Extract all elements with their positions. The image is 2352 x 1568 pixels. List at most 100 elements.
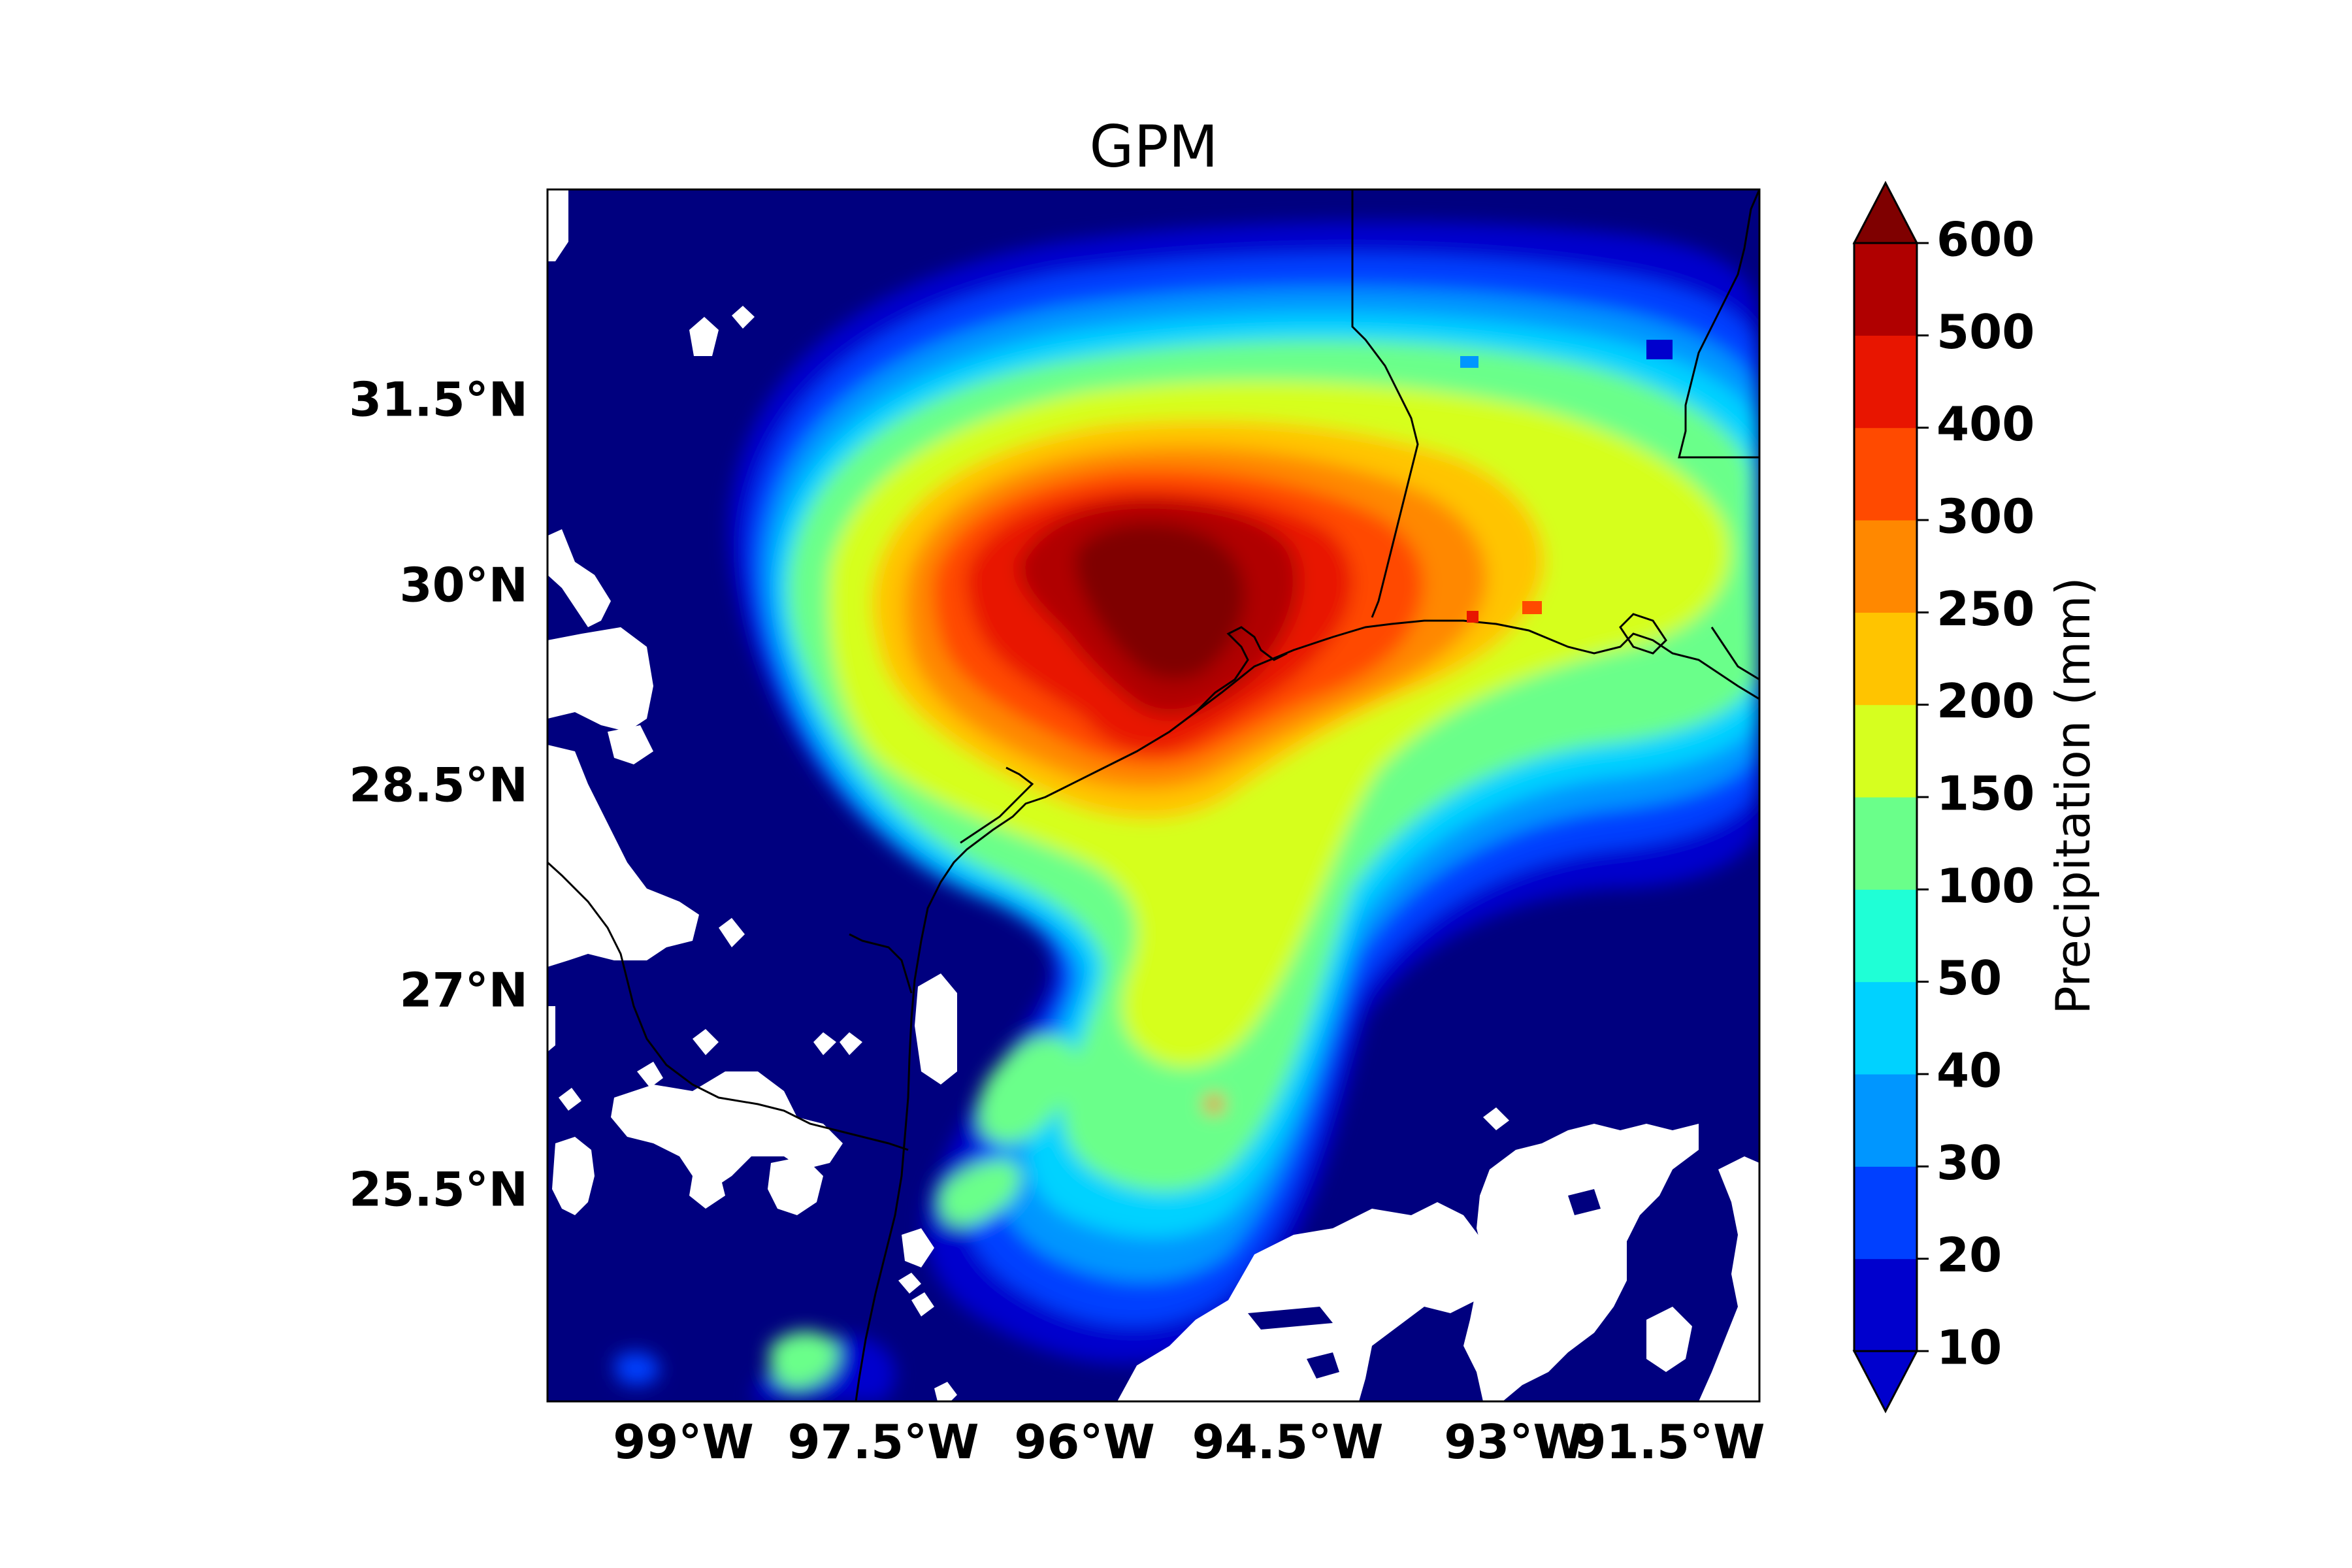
rain-tail-band-a [979, 1036, 1077, 1143]
lon-tick-label-5: 93°W [1444, 1414, 1585, 1469]
colorbar-segment [1854, 1258, 1917, 1352]
colorbar-segment [1854, 427, 1917, 521]
colorbar-segment [1854, 704, 1917, 798]
la-delta-coast [1710, 627, 1759, 681]
missing-patch-w3 [608, 725, 653, 764]
colorbar-tick-label: 500 [1936, 304, 2034, 359]
lon-axis: 99°W 97.5°W 96°W 94.5°W 93°W 91.5°W [613, 1414, 1765, 1469]
missing-patch-se1 [1117, 1202, 1496, 1401]
tx-barrier-inner [960, 766, 1034, 844]
colorbar-label: Precipitation (mm) [2046, 577, 2100, 1014]
speckle-2 [1522, 601, 1542, 614]
missing-patch-s8 [768, 1156, 823, 1215]
lon-tick-label-2: 97.5°W [787, 1414, 979, 1469]
colorbar-segment [1854, 797, 1917, 890]
colorbar-segment [1854, 335, 1917, 429]
colorbar-segment [1854, 889, 1917, 983]
colorbar-tick-label: 100 [1936, 858, 2034, 913]
colorbar-extend-max [1852, 180, 1919, 244]
la-marsh [1619, 613, 1667, 655]
colorbar-tick-label: 400 [1936, 397, 2034, 451]
missing-patch-nw [547, 189, 568, 261]
missing-patch-coast [915, 973, 957, 1085]
missing-hole-3 [1568, 1189, 1601, 1215]
lat-tick-label-4: 27°N [400, 963, 528, 1018]
speckle-4 [1646, 340, 1673, 359]
contour-band-500 [1075, 523, 1245, 680]
precip-field [614, 221, 1759, 1401]
tx-la-border [1351, 189, 1419, 618]
missing-data [547, 189, 1759, 1401]
colorbar-tick-labels: 10 20 30 40 50 100 150 200 250 300 400 500 600 [1936, 212, 2034, 1375]
rain-tail-band-c [769, 1331, 838, 1388]
colorbar-tick-label: 200 [1936, 674, 2034, 728]
missing-patch-w1 [547, 529, 611, 627]
rain-tail-band-b [939, 1160, 1021, 1226]
lat-axis: 31.5°N 30°N 28.5°N 27°N 25.5°N [349, 372, 528, 1217]
colorbar-tick-label: 10 [1936, 1320, 2002, 1375]
colorbar-segment [1854, 243, 1917, 336]
chart-title: GPM [1089, 113, 1218, 180]
colorbar-tick-label: 20 [1936, 1228, 2002, 1282]
coastline [547, 189, 1759, 1401]
colorbar-segment [1854, 1166, 1917, 1260]
map-frame [546, 188, 1761, 1403]
missing-patch-dot2 [732, 306, 755, 329]
laguna-madre [849, 933, 913, 994]
missing-hole-1 [1248, 1307, 1333, 1330]
galveston-bay [1194, 626, 1288, 713]
colorbar-tick-label: 250 [1936, 581, 2034, 636]
lon-tick-label-3: 96°W [1014, 1414, 1155, 1469]
missing-patch-w5 [719, 918, 745, 947]
missing-holes [1248, 1189, 1601, 1379]
missing-patch-se4 [1483, 1107, 1509, 1130]
missing-patch-s4 [637, 1062, 663, 1088]
tx-mx-border [547, 861, 909, 1151]
lon-tick-label-1: 99°W [613, 1414, 754, 1469]
colorbar-extend-min [1852, 1350, 1919, 1414]
speckle-3 [1460, 356, 1478, 368]
colorbar-tick-label: 50 [1936, 951, 2002, 1005]
colorbar [1852, 180, 1929, 1414]
missing-patch-s10 [902, 1228, 934, 1267]
lat-tick-label-3: 28.5°N [349, 758, 528, 813]
colorbar-tick-label: 40 [1936, 1043, 2002, 1098]
rain-spot-sw [614, 1352, 660, 1386]
speckle-1 [1467, 611, 1478, 623]
missing-patch-s3 [840, 1032, 862, 1055]
rain-spot-tail-orange [1205, 1095, 1223, 1113]
lon-tick-label-4: 94.5°W [1192, 1414, 1383, 1469]
lon-tick-label-6: 91.5°W [1573, 1414, 1765, 1469]
missing-patch-w4 [547, 745, 699, 967]
missing-patch-w2 [547, 627, 653, 732]
missing-patch-se3 [1699, 1156, 1759, 1401]
colorbar-segment [1854, 981, 1917, 1075]
lat-tick-label-1: 31.5°N [349, 372, 528, 427]
missing-patch-s9 [552, 1137, 595, 1215]
colorbar-tick-label: 600 [1936, 212, 2034, 267]
missing-patch-se5 [1646, 1307, 1692, 1372]
missing-patch-se2 [1463, 1124, 1699, 1401]
colorbar-tick-label: 150 [1936, 766, 2034, 821]
missing-hole-2 [1307, 1352, 1339, 1379]
missing-patch-s12 [911, 1292, 934, 1316]
colorbar-segment [1854, 520, 1917, 613]
colorbar-tick-label: 30 [1936, 1135, 2002, 1190]
lat-tick-label-2: 30°N [400, 558, 528, 613]
colorbar-tick-label: 300 [1936, 489, 2034, 544]
lat-tick-label-5: 25.5°N [349, 1162, 528, 1217]
colorbar-segment [1854, 1074, 1917, 1167]
missing-patch-s6 [611, 1071, 843, 1189]
missing-patch-w6 [547, 1006, 555, 1052]
tx-coast-south [855, 789, 1059, 1401]
colorbar-segment [1854, 612, 1917, 706]
missing-patch-s11 [898, 1273, 921, 1294]
rain-speckles [1460, 340, 1673, 623]
la-ms-border [1678, 189, 1759, 459]
missing-patch-s5 [559, 1088, 581, 1111]
missing-patch-s1 [693, 1029, 719, 1055]
map-panel [547, 189, 1759, 1401]
missing-patch-s13 [934, 1382, 957, 1401]
missing-patch-dot1 [689, 317, 719, 356]
